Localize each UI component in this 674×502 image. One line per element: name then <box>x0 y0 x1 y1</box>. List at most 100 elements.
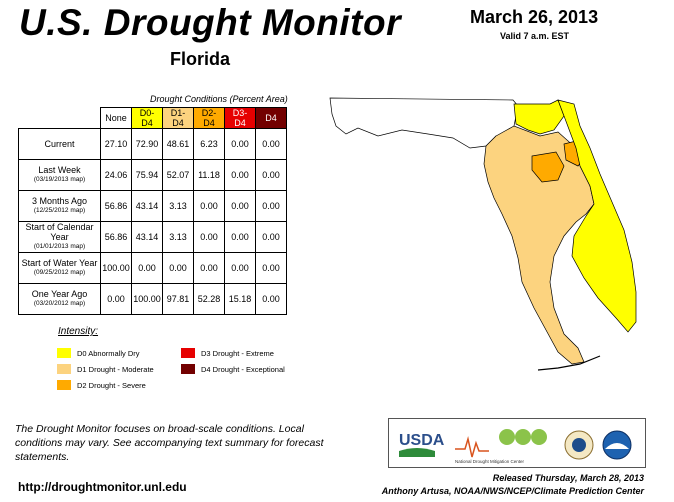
cell: 0.00 <box>131 252 163 284</box>
cell: 0.00 <box>255 252 287 284</box>
cell: 0.00 <box>224 221 256 253</box>
cell: 24.06 <box>100 159 132 191</box>
florida-drought-map <box>329 97 637 371</box>
row-title: Start of Water Year <box>21 258 98 268</box>
sponsor-logos: USDA National Drought Mitigation Center <box>388 418 646 468</box>
legend-item-d1: D1 Drought - Moderate <box>57 364 154 374</box>
cell: 0.00 <box>224 190 256 222</box>
legend-label-d2: D2 Drought - Severe <box>77 380 146 390</box>
row-label: 3 Months Ago (12/25/2012 map) <box>18 190 101 222</box>
legend-swatch-d2 <box>57 380 71 390</box>
page-title: U.S. Drought Monitor <box>19 2 401 43</box>
table-row: 3 Months Ago (12/25/2012 map) 56.86 43.14… <box>18 190 287 222</box>
north-d0-area <box>513 99 565 135</box>
legend-swatch-d1 <box>57 364 71 374</box>
row-subtitle: (09/25/2012 map) <box>33 269 86 276</box>
cell: 43.14 <box>131 221 163 253</box>
florida-keys <box>537 355 601 371</box>
region-name: Florida <box>170 49 231 69</box>
col-header-d0-d4: D0-D4 <box>131 107 163 129</box>
legend-item-d2: D2 Drought - Severe <box>57 380 146 390</box>
row-subtitle: (03/19/2013 map) <box>33 176 86 183</box>
row-subtitle: (01/01/2013 map) <box>33 243 86 250</box>
col-header-d2-d4: D2-D4 <box>193 107 225 129</box>
disclaimer-note: The Drought Monitor focuses on broad-sca… <box>15 423 324 463</box>
release-date: Released Thursday, March 28, 2013 <box>492 473 644 483</box>
commerce-seal-center <box>572 438 586 452</box>
cell: 0.00 <box>255 221 287 253</box>
cell: 0.00 <box>224 252 256 284</box>
cell: 0.00 <box>100 283 132 315</box>
ndmc-tree-icon <box>531 429 547 445</box>
cell: 0.00 <box>162 252 194 284</box>
legend-swatch-d4 <box>181 364 195 374</box>
legend-swatch-d3 <box>181 348 195 358</box>
cell: 27.10 <box>100 128 132 160</box>
row-title: 3 Months Ago <box>31 196 88 206</box>
drought-table: None D0-D4 D1-D4 D2-D4 D3-D4 D4 Current … <box>18 107 287 315</box>
cell: 3.13 <box>162 190 194 222</box>
cell: 3.13 <box>162 221 194 253</box>
usda-logo: USDA <box>399 432 445 449</box>
cell: 56.86 <box>100 221 132 253</box>
row-title: Start of Calendar Year <box>25 222 94 242</box>
website-link[interactable]: http://droughtmonitor.unl.edu <box>18 480 187 494</box>
row-subtitle: (03/20/2012 map) <box>33 300 86 307</box>
row-label: One Year Ago (03/20/2012 map) <box>18 283 101 315</box>
col-header-none: None <box>100 107 132 129</box>
cell: 97.81 <box>162 283 194 315</box>
col-header-d3-d4: D3-D4 <box>224 107 256 129</box>
panhandle-no-drought <box>329 97 519 149</box>
valid-time: Valid 7 a.m. EST <box>500 31 570 41</box>
cell: 52.28 <box>193 283 225 315</box>
row-title: One Year Ago <box>31 289 88 299</box>
ndmc-label: National Drought Mitigation Center <box>455 459 525 464</box>
cell: 0.00 <box>255 190 287 222</box>
table-row: Start of Calendar Year (01/01/2013 map) 5… <box>18 221 287 253</box>
cell: 72.90 <box>131 128 163 160</box>
noaa-bird-icon <box>605 443 629 449</box>
row-label: Current <box>18 128 101 160</box>
table-caption: Drought Conditions (Percent Area) <box>150 94 288 104</box>
cell: 0.00 <box>255 128 287 160</box>
legend-swatch-d0 <box>57 348 71 358</box>
table-row: Last Week (03/19/2013 map) 24.06 75.94 52… <box>18 159 287 191</box>
table-row: One Year Ago (03/20/2012 map) 0.00 100.00… <box>18 283 287 315</box>
logos-svg: USDA National Drought Mitigation Center <box>399 429 632 464</box>
row-label: Start of Water Year (09/25/2012 map) <box>18 252 101 284</box>
usda-swoosh-icon <box>399 448 435 457</box>
row-label: Start of Calendar Year (01/01/2013 map) <box>18 221 101 253</box>
col-header-d4: D4 <box>255 107 287 129</box>
cell: 48.61 <box>162 128 194 160</box>
table-row: Start of Water Year (09/25/2012 map) 100.… <box>18 252 287 284</box>
legend-label-d3: D3 Drought - Extreme <box>201 348 274 358</box>
legend-label-d0: D0 Abnormally Dry <box>77 348 140 358</box>
legend-title: Intensity: <box>58 326 99 337</box>
cell: 56.86 <box>100 190 132 222</box>
cell: 75.94 <box>131 159 163 191</box>
table-row: Current 27.10 72.90 48.61 6.23 0.00 0.00 <box>18 128 287 160</box>
cell: 0.00 <box>193 221 225 253</box>
row-label: Last Week (03/19/2013 map) <box>18 159 101 191</box>
ndmc-tree-icon <box>499 429 515 445</box>
cell: 0.00 <box>255 283 287 315</box>
cell: 100.00 <box>100 252 132 284</box>
severe-d2-patch-1 <box>531 151 565 183</box>
author-credit: Anthony Artusa, NOAA/NWS/NCEP/Climate Pr… <box>381 486 644 496</box>
legend-item-d0: D0 Abnormally Dry <box>57 348 140 358</box>
east-coast-d0-area <box>557 99 637 333</box>
table-header-row: None D0-D4 D1-D4 D2-D4 D3-D4 D4 <box>19 107 287 129</box>
col-header-d1-d4: D1-D4 <box>162 107 194 129</box>
map-date: March 26, 2013 <box>470 7 599 27</box>
legend-item-d3: D3 Drought - Extreme <box>181 348 274 358</box>
cell: 11.18 <box>193 159 225 191</box>
release-info: Released Thursday, March 28, 2013 Anthon… <box>382 472 644 498</box>
row-title: Last Week <box>38 165 81 175</box>
ndmc-tree-icon <box>515 429 531 445</box>
cell: 0.00 <box>224 159 256 191</box>
row-title: Current <box>44 139 75 149</box>
cell: 100.00 <box>131 283 163 315</box>
legend-label-d1: D1 Drought - Moderate <box>77 364 154 374</box>
cell: 43.14 <box>131 190 163 222</box>
cell: 0.00 <box>255 159 287 191</box>
